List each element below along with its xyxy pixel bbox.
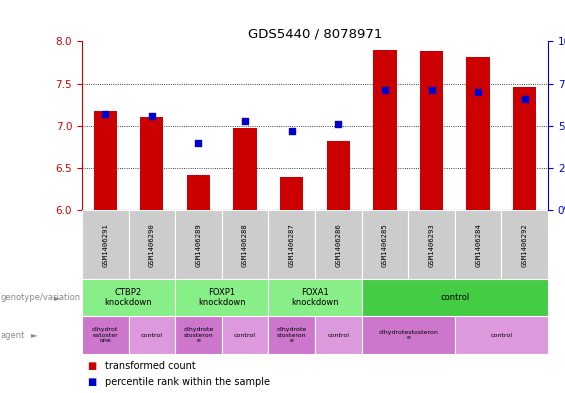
Text: transformed count: transformed count xyxy=(105,361,195,371)
Text: percentile rank within the sample: percentile rank within the sample xyxy=(105,377,270,387)
Text: GSM1406287: GSM1406287 xyxy=(289,223,295,266)
Text: GSM1406284: GSM1406284 xyxy=(475,223,481,266)
Point xyxy=(334,121,343,127)
Bar xyxy=(82,316,128,354)
Bar xyxy=(362,279,548,316)
Bar xyxy=(268,210,315,279)
Bar xyxy=(128,210,175,279)
Point xyxy=(287,128,296,134)
Bar xyxy=(175,210,221,279)
Text: GSM1406286: GSM1406286 xyxy=(335,223,341,266)
Text: dihydrot
estoster
one: dihydrot estoster one xyxy=(92,327,119,343)
Point xyxy=(147,112,157,119)
Bar xyxy=(268,316,315,354)
Text: GSM1406288: GSM1406288 xyxy=(242,223,248,266)
Bar xyxy=(513,87,536,210)
Text: FOXA1
knockdown: FOXA1 knockdown xyxy=(291,288,339,307)
Bar xyxy=(467,57,490,210)
Text: GSM1406293: GSM1406293 xyxy=(428,223,434,266)
Bar xyxy=(362,210,408,279)
Bar xyxy=(455,210,502,279)
Bar xyxy=(175,279,268,316)
Bar xyxy=(280,177,303,210)
Bar xyxy=(420,51,443,210)
Text: GSM1406285: GSM1406285 xyxy=(382,223,388,266)
Text: genotype/variation: genotype/variation xyxy=(1,293,81,302)
Text: control: control xyxy=(490,332,512,338)
Text: ■: ■ xyxy=(88,361,97,371)
Point xyxy=(380,87,389,94)
Bar xyxy=(315,316,362,354)
Text: control: control xyxy=(440,293,470,302)
Bar xyxy=(455,316,548,354)
Bar xyxy=(175,316,221,354)
Text: control: control xyxy=(141,332,163,338)
Bar xyxy=(373,50,397,210)
Text: GSM1406290: GSM1406290 xyxy=(149,223,155,266)
Bar xyxy=(221,210,268,279)
Bar xyxy=(140,118,163,210)
Bar xyxy=(268,279,362,316)
Text: dihydrote
stosteron
e: dihydrote stosteron e xyxy=(183,327,214,343)
Bar xyxy=(315,210,362,279)
Text: ►: ► xyxy=(54,293,60,302)
Title: GDS5440 / 8078971: GDS5440 / 8078971 xyxy=(248,27,382,40)
Bar xyxy=(327,141,350,210)
Text: ►: ► xyxy=(31,331,38,340)
Bar xyxy=(362,316,455,354)
Bar xyxy=(233,128,257,210)
Text: control: control xyxy=(234,332,256,338)
Text: control: control xyxy=(327,332,349,338)
Point xyxy=(520,95,529,102)
Bar xyxy=(187,175,210,210)
Bar xyxy=(82,279,175,316)
Text: GSM1406289: GSM1406289 xyxy=(195,223,202,266)
Text: FOXP1
knockdown: FOXP1 knockdown xyxy=(198,288,246,307)
Text: dihydrotestosteron
e: dihydrotestosteron e xyxy=(379,330,438,340)
Point xyxy=(473,89,483,95)
Bar xyxy=(128,316,175,354)
Text: ■: ■ xyxy=(88,377,97,387)
Text: GSM1406291: GSM1406291 xyxy=(102,223,108,266)
Point xyxy=(194,140,203,146)
Point xyxy=(101,111,110,117)
Bar xyxy=(82,210,128,279)
Text: CTBP2
knockdown: CTBP2 knockdown xyxy=(105,288,153,307)
Point xyxy=(241,118,250,124)
Bar xyxy=(94,110,117,210)
Text: GSM1406292: GSM1406292 xyxy=(521,223,528,266)
Bar xyxy=(221,316,268,354)
Bar xyxy=(408,210,455,279)
Text: dihydrote
stosteron
e: dihydrote stosteron e xyxy=(276,327,307,343)
Point xyxy=(427,87,436,94)
Text: agent: agent xyxy=(1,331,25,340)
Bar xyxy=(502,210,548,279)
